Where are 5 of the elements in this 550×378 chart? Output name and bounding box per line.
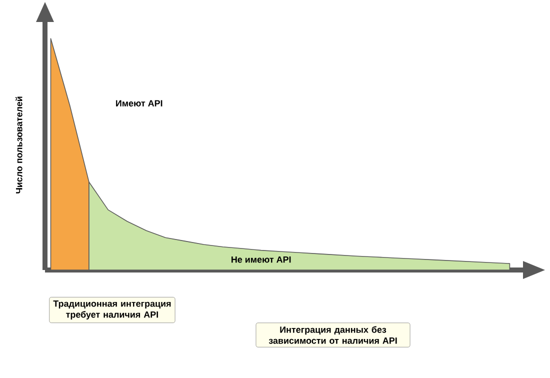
annotation: Имеют API	[116, 100, 162, 106]
annotation: Не имеют API	[232, 256, 291, 263]
text: Традиционная интеграция требует наличия API	[53, 300, 171, 320]
text: Интеграция данных без зависимости от наличия API	[268, 326, 397, 344]
y-axis-title: Число пользователей	[16, 96, 22, 194]
